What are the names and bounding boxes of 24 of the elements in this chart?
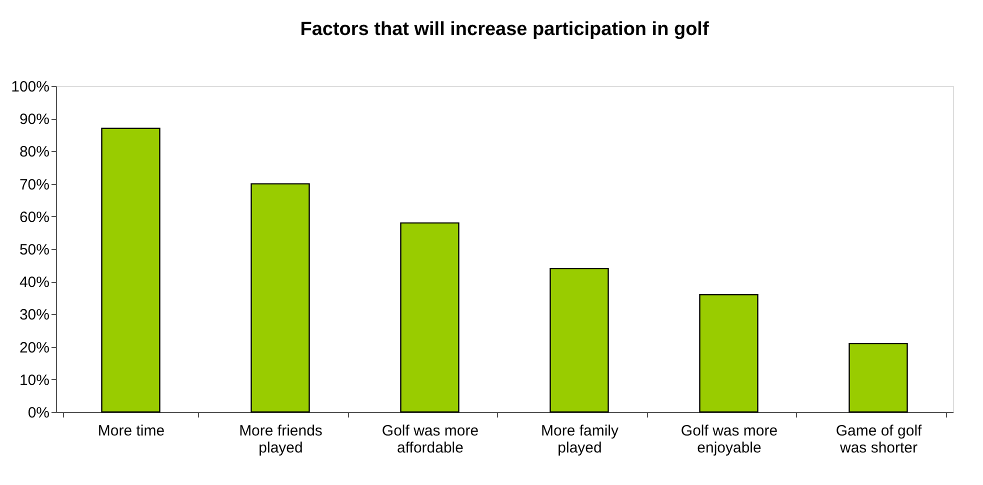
chart-title: Factors that will increase participation in golf <box>300 19 710 40</box>
y-tick-label: 80% <box>19 144 50 161</box>
y-tick-label: 90% <box>19 111 50 128</box>
x-tick-label: More friends played <box>239 422 322 456</box>
x-tick-label: Golf was more affordable <box>382 422 479 456</box>
y-tick-label: 100% <box>11 78 50 96</box>
y-tick-label: 0% <box>28 404 50 422</box>
y-tick-label: 50% <box>19 242 50 258</box>
x-tick-label: Golf was more enjoyable <box>680 422 778 456</box>
x-tick-label: More family played <box>540 422 620 456</box>
x-tick-label: More time <box>98 422 165 440</box>
y-tick-label: 20% <box>19 339 50 356</box>
y-tick-label: 30% <box>19 306 50 324</box>
bar <box>400 222 460 413</box>
y-tick-label: 60% <box>19 208 50 226</box>
bar <box>250 183 310 413</box>
bar <box>101 128 160 413</box>
y-tick-label: 40% <box>19 274 50 292</box>
bar <box>699 294 758 413</box>
y-tick-label: 10% <box>19 372 50 389</box>
y-tick-label: 70% <box>19 176 50 194</box>
bar <box>550 268 609 413</box>
x-tick-label: Game of golf was shorter <box>836 422 923 456</box>
bar <box>848 342 908 413</box>
